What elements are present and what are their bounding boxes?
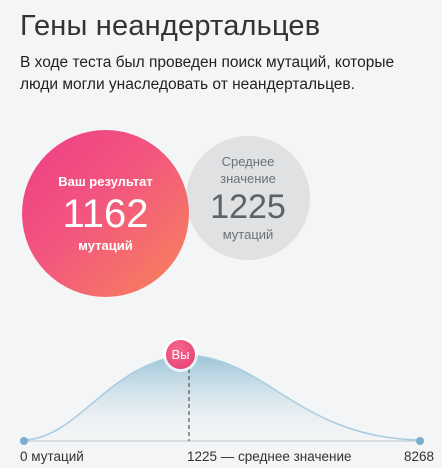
user-result-label: Ваш результат bbox=[58, 174, 153, 189]
average-label-line1: Среднее bbox=[221, 154, 275, 169]
axis-min-label: 0 мутаций bbox=[20, 449, 84, 464]
average-label-line2: значение bbox=[220, 171, 276, 186]
user-result-value: 1162 bbox=[62, 192, 149, 236]
test-description: В ходе теста был проведен поиск мутаций,… bbox=[20, 54, 395, 93]
distribution-curve-area bbox=[24, 355, 420, 442]
distribution-chart bbox=[0, 320, 442, 468]
you-marker: Вы bbox=[166, 340, 195, 369]
page-title: Гены неандертальцев bbox=[20, 10, 321, 42]
axis-max-label: 8268 bbox=[403, 449, 434, 464]
axis-mean-label: 1225 — среднее значение bbox=[187, 449, 352, 464]
axis-max-dot bbox=[416, 437, 424, 445]
distribution-curve-svg bbox=[20, 354, 424, 445]
average-value: 1225 bbox=[210, 188, 286, 226]
average-result-circle: Среднее значение 1225 мутаций bbox=[186, 136, 310, 260]
user-result-circle: Ваш результат 1162 мутаций bbox=[22, 130, 189, 297]
axis-min-dot bbox=[20, 437, 28, 445]
average-unit: мутаций bbox=[222, 227, 274, 242]
user-result-unit: мутаций bbox=[78, 238, 133, 253]
